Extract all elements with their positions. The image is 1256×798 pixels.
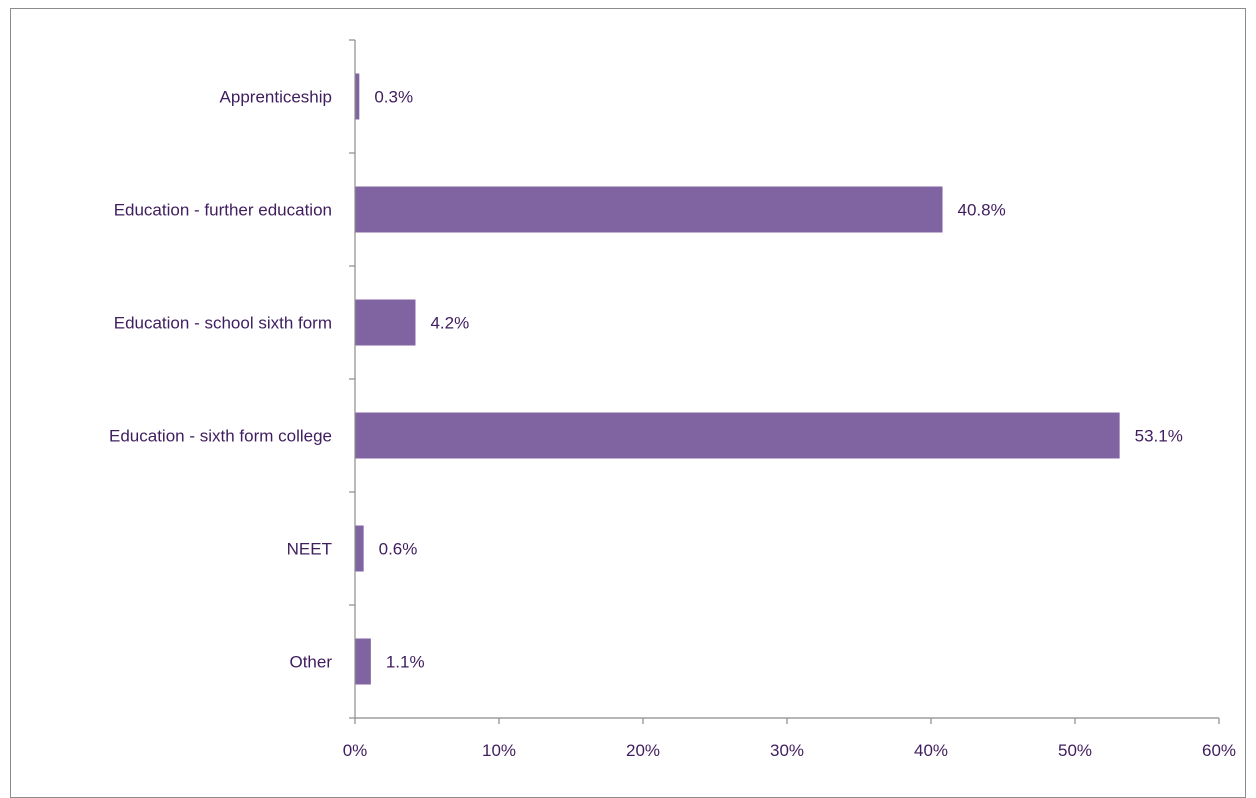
axes-group — [349, 39, 1220, 724]
x-tick-label: 10% — [482, 741, 516, 760]
x-tick-label: 0% — [343, 741, 368, 760]
data-label: 0.6% — [379, 540, 418, 559]
category-label: Education - sixth form college — [109, 427, 332, 446]
labels-group: Apprenticeship 0.3% Education - further ed… — [109, 88, 1236, 761]
data-label: 0.3% — [374, 88, 413, 107]
x-tick-label: 40% — [914, 741, 948, 760]
data-label: 40.8% — [958, 201, 1006, 220]
data-label: 53.1% — [1135, 427, 1183, 446]
category-label: Education - further education — [114, 201, 332, 220]
bars-group — [355, 73, 1120, 685]
bar-0 — [355, 73, 360, 120]
data-label: 1.1% — [386, 653, 425, 672]
bar-5 — [355, 638, 371, 685]
bar-3 — [355, 412, 1120, 459]
bar-chart: Apprenticeship 0.3% Education - further ed… — [109, 39, 1236, 761]
bar-2 — [355, 299, 416, 346]
x-tick-label: 20% — [626, 741, 660, 760]
x-tick-label: 30% — [770, 741, 804, 760]
category-label: Other — [289, 653, 332, 672]
category-label: Apprenticeship — [220, 88, 332, 107]
bar-1 — [355, 186, 943, 233]
x-tick-label: 60% — [1202, 741, 1236, 760]
category-label: NEET — [287, 540, 332, 559]
category-label: Education - school sixth form — [114, 314, 332, 333]
x-tick-label: 50% — [1058, 741, 1092, 760]
bar-4 — [355, 525, 364, 572]
data-label: 4.2% — [430, 314, 469, 333]
